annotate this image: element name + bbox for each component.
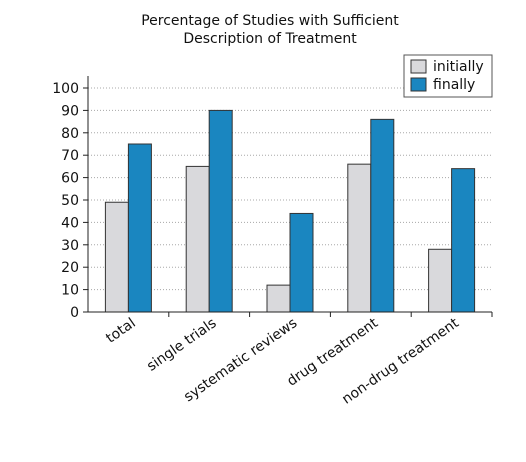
- chart-title-line-2: Description of Treatment: [183, 31, 357, 47]
- bar-initially-4: [428, 248, 453, 313]
- y-tick-label: 70: [61, 148, 79, 164]
- y-tick-label: 50: [61, 193, 79, 209]
- y-tick-label: 40: [61, 215, 79, 231]
- bar-finally-0: [127, 143, 152, 313]
- y-tick-label: 60: [61, 171, 79, 187]
- bar-initially-2: [266, 284, 291, 313]
- bar-finally-2: [289, 212, 314, 313]
- legend-swatch-finally: [410, 77, 427, 92]
- bar-initially-3: [347, 163, 372, 313]
- axes: [83, 76, 493, 317]
- y-tick-label: 30: [61, 238, 79, 254]
- x-tick-label: single trials: [144, 315, 219, 374]
- legend-label-finally: finally: [433, 77, 475, 93]
- bars: [104, 109, 476, 313]
- bar-initially-0: [104, 201, 129, 313]
- bar-finally-4: [451, 168, 476, 313]
- bar-initially-1: [185, 165, 210, 313]
- y-tick-label: 90: [61, 103, 79, 119]
- y-tick-label: 20: [61, 260, 79, 276]
- chart-title-line-1: Percentage of Studies with Sufficient: [141, 13, 399, 29]
- y-tick-label: 0: [70, 305, 79, 321]
- bar-finally-1: [208, 109, 233, 313]
- y-tick-label: 100: [52, 81, 79, 97]
- chart-title: Percentage of Studies with Sufficient De…: [141, 13, 399, 47]
- x-tick-label: total: [103, 315, 138, 346]
- legend-label-initially: initially: [433, 59, 484, 75]
- y-tick-label: 10: [61, 283, 79, 299]
- y-tick-label: 80: [61, 126, 79, 142]
- bar-finally-3: [370, 118, 395, 313]
- legend-swatch-initially: [410, 59, 427, 74]
- y-axis-tick-labels: 0 10 20 30 40 50 60 70 80 90 100: [52, 81, 79, 321]
- legend: initially finally: [403, 54, 493, 98]
